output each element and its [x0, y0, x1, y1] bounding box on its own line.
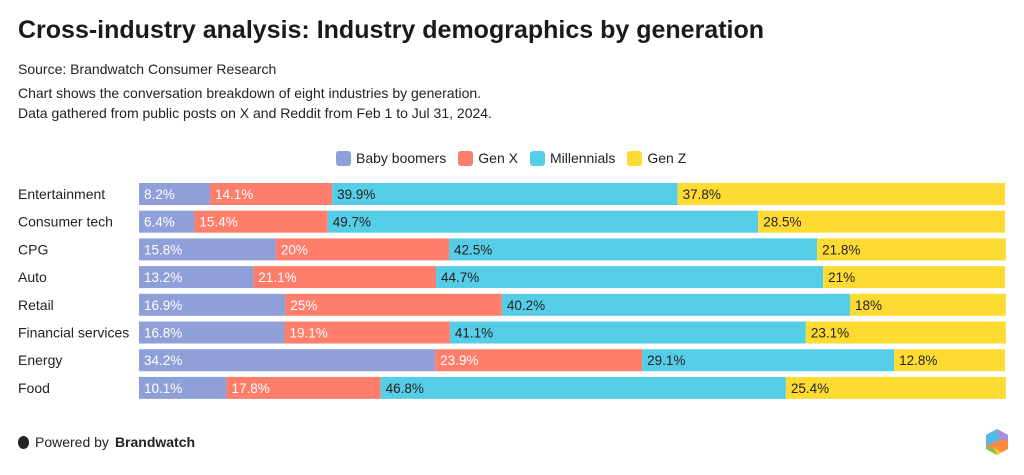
bar-segment: [449, 321, 806, 344]
data-label: 40.2%: [507, 298, 545, 313]
powered-by-text: Powered by: [35, 434, 109, 450]
legend-item: Baby boomers: [336, 150, 446, 166]
legend: Baby boomers Gen X Millennials Gen Z: [336, 150, 686, 166]
bar-segment: [139, 376, 227, 399]
bar-segment: [758, 210, 1005, 233]
data-label: 21.1%: [258, 270, 296, 285]
bar-segment: [253, 266, 437, 289]
category-label: Food: [18, 380, 50, 396]
category-label: CPG: [18, 241, 48, 257]
category-label: Energy: [18, 352, 62, 368]
description-line: Data gathered from public posts on X and…: [18, 105, 492, 121]
bar-segment: [642, 349, 895, 372]
data-label: 37.8%: [683, 187, 721, 202]
data-label: 23.9%: [440, 353, 478, 368]
data-label: 25.4%: [791, 381, 829, 396]
bar-segment: [894, 349, 1005, 372]
bar-segment: [139, 266, 254, 289]
data-label: 34.2%: [144, 353, 182, 368]
bar-segment: [139, 183, 211, 205]
data-label: 15.8%: [144, 242, 182, 257]
footer: Powered by Brandwatch: [18, 434, 195, 450]
data-label: 42.5%: [454, 242, 492, 257]
data-label: 10.1%: [144, 381, 182, 396]
bar-segment: [785, 376, 1006, 399]
data-label: 20%: [281, 242, 308, 257]
legend-label: Millennials: [549, 150, 616, 166]
bar-segment: [139, 210, 195, 233]
data-label: 25%: [290, 298, 317, 313]
brand-name: Brandwatch: [114, 434, 196, 450]
legend-swatch: [529, 150, 545, 166]
bar-segment: [139, 321, 285, 344]
category-label: Entertainment: [18, 186, 105, 202]
bar-segment: [677, 183, 1005, 205]
legend-label: Baby boomers: [356, 150, 447, 166]
data-label: 14.1%: [215, 187, 253, 202]
legend-item: Gen Z: [627, 150, 686, 166]
legend-swatch: [336, 150, 351, 166]
bar-segment: [139, 293, 286, 316]
category-label: Financial services: [18, 325, 129, 341]
data-label: 29.1%: [647, 353, 685, 368]
data-label: 16.8%: [144, 326, 182, 341]
data-label: 6.4%: [144, 215, 175, 230]
brandwatch-logo-icon: [986, 429, 1008, 455]
legend-item: Millennials: [529, 150, 616, 166]
bar-segment: [275, 238, 450, 261]
category-label: Auto: [18, 269, 47, 285]
bar-segment: [380, 376, 786, 399]
data-label: 28.5%: [763, 215, 801, 230]
bar-segment: [210, 183, 333, 205]
legend-item: Gen X: [458, 150, 518, 166]
data-label: 23.1%: [811, 326, 849, 341]
bar-segment: [817, 238, 1006, 261]
bar-segment: [823, 266, 1005, 289]
bar-segment: [194, 210, 328, 233]
data-label: 17.8%: [231, 381, 269, 396]
chart-description: Chart shows the conversation breakdown o…: [18, 83, 492, 123]
data-label: 8.2%: [144, 187, 175, 202]
data-label: 49.7%: [333, 215, 371, 230]
category-label: Consumer tech: [18, 214, 113, 230]
legend-swatch: [627, 150, 643, 166]
bar-segment: [805, 321, 1006, 344]
bar-segment: [226, 376, 381, 399]
data-label: 15.4%: [199, 215, 237, 230]
legend-swatch: [458, 150, 474, 166]
bar-segment: [139, 349, 436, 372]
data-label: 12.8%: [899, 353, 937, 368]
legend-label: Gen X: [478, 150, 518, 166]
data-label: 21%: [828, 270, 855, 285]
bar-segment: [284, 321, 450, 344]
chart-source: Source: Brandwatch Consumer Research: [18, 61, 277, 77]
bar-segment: [332, 183, 678, 205]
bar-segment: [139, 238, 276, 261]
description-line: Chart shows the conversation breakdown o…: [18, 85, 482, 101]
bar-segment: [436, 266, 824, 289]
chart-title: Cross-industry analysis: Industry demogr…: [18, 16, 765, 44]
bar-segment: [501, 293, 850, 316]
category-label: Retail: [18, 297, 54, 313]
brand-dot-icon: [18, 435, 29, 449]
bar-segment: [327, 210, 759, 233]
data-label: 39.9%: [337, 187, 375, 202]
data-label: 21.8%: [822, 242, 860, 257]
bar-segment: [449, 238, 818, 261]
data-label: 19.1%: [289, 326, 327, 341]
data-label: 13.2%: [144, 270, 182, 285]
data-label: 18%: [855, 298, 882, 313]
data-label: 44.7%: [441, 270, 479, 285]
data-label: 46.8%: [386, 381, 424, 396]
data-label: 16.9%: [144, 298, 182, 313]
bar-segment: [435, 349, 643, 372]
bar-segment: [849, 293, 1006, 316]
bar-segment: [285, 293, 502, 316]
legend-label: Gen Z: [647, 150, 687, 166]
data-label: 41.1%: [455, 326, 493, 341]
